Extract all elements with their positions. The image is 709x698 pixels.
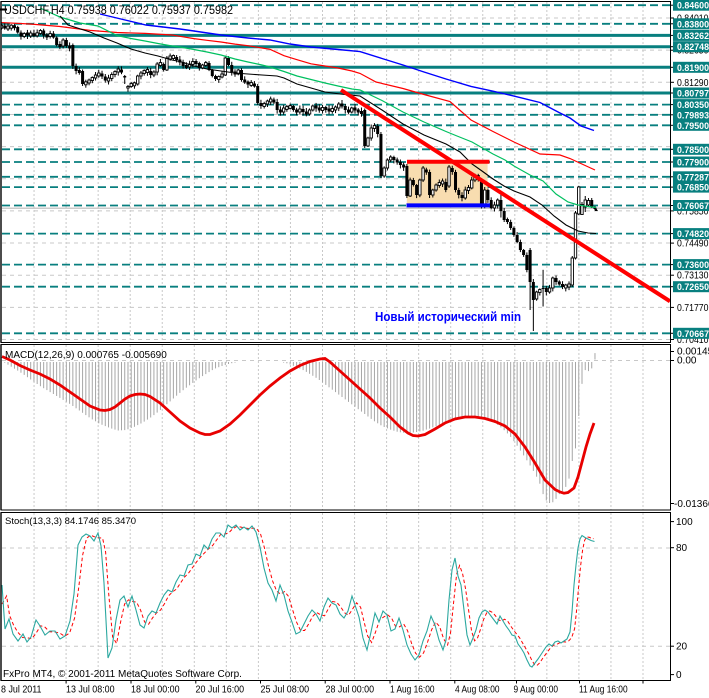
- svg-text:0.73130: 0.73130: [677, 271, 709, 282]
- svg-text:13 Jul 08:00: 13 Jul 08:00: [66, 685, 115, 696]
- svg-text:0.72650: 0.72650: [677, 282, 709, 293]
- svg-text:80: 80: [676, 543, 688, 554]
- svg-text:0.81290: 0.81290: [677, 78, 709, 89]
- svg-text:11 Aug 16:00: 11 Aug 16:00: [579, 685, 628, 696]
- svg-text:0.78500: 0.78500: [677, 145, 709, 156]
- svg-text:0.74490: 0.74490: [677, 239, 709, 250]
- svg-text:1 Aug 16:00: 1 Aug 16:00: [390, 685, 435, 696]
- svg-text:0.70410: 0.70410: [677, 335, 709, 346]
- svg-text:0.81900: 0.81900: [677, 63, 709, 74]
- svg-text:USDCHF,H4 0.75938 0.76022 0.7: USDCHF,H4 0.75938 0.76022 0.75937 0.7598…: [4, 3, 233, 17]
- svg-text:0.74820: 0.74820: [677, 229, 709, 240]
- svg-text:20 Jul 16:00: 20 Jul 16:00: [196, 685, 245, 696]
- svg-text:25 Jul 08:00: 25 Jul 08:00: [261, 685, 310, 696]
- svg-text:100: 100: [676, 517, 693, 528]
- svg-text:28 Jul 00:00: 28 Jul 00:00: [326, 685, 375, 696]
- svg-text:0.79893: 0.79893: [677, 110, 709, 121]
- svg-text:0.80350: 0.80350: [677, 100, 709, 111]
- svg-text:0.001453: 0.001453: [677, 347, 709, 358]
- svg-text:0: 0: [676, 670, 682, 681]
- svg-text:MACD(12,26,9) 0.000765 -0.0056: MACD(12,26,9) 0.000765 -0.005690: [5, 350, 167, 361]
- svg-text:4 Aug 08:00: 4 Aug 08:00: [455, 685, 500, 696]
- svg-text:-0.01366: -0.01366: [674, 499, 709, 510]
- svg-text:9 Aug 00:00: 9 Aug 00:00: [514, 685, 559, 696]
- svg-text:20: 20: [676, 642, 688, 653]
- svg-text:0.77287: 0.77287: [677, 172, 709, 183]
- svg-text:0.83800: 0.83800: [677, 19, 709, 30]
- svg-text:0.77900: 0.77900: [677, 158, 709, 169]
- svg-text:0.76067: 0.76067: [677, 201, 709, 212]
- svg-text:Stoch(13,3,3) 84.1746 85.3470: Stoch(13,3,3) 84.1746 85.3470: [5, 516, 136, 527]
- svg-text:8 Jul 2011: 8 Jul 2011: [1, 685, 42, 696]
- svg-text:0.82748: 0.82748: [677, 42, 709, 53]
- svg-text:Новый исторический min: Новый исторический min: [375, 309, 521, 324]
- svg-text:0.70667: 0.70667: [677, 329, 709, 340]
- svg-text:0.75850: 0.75850: [677, 206, 709, 217]
- svg-text:0.00: 0.00: [677, 356, 697, 367]
- svg-text:0.83262: 0.83262: [677, 31, 709, 42]
- svg-text:FxPro MT4, © 2001-2011 MetaQuo: FxPro MT4, © 2001-2011 MetaQuotes Softwa…: [3, 669, 242, 680]
- svg-text:18 Jul 00:00: 18 Jul 00:00: [131, 685, 180, 696]
- svg-text:0.71770: 0.71770: [677, 303, 709, 314]
- svg-text:0.84600: 0.84600: [677, 1, 709, 12]
- svg-text:0.73600: 0.73600: [677, 260, 709, 271]
- svg-text:0.79500: 0.79500: [677, 121, 709, 132]
- svg-text:0.76850: 0.76850: [677, 183, 709, 194]
- svg-text:0.80797: 0.80797: [677, 89, 709, 100]
